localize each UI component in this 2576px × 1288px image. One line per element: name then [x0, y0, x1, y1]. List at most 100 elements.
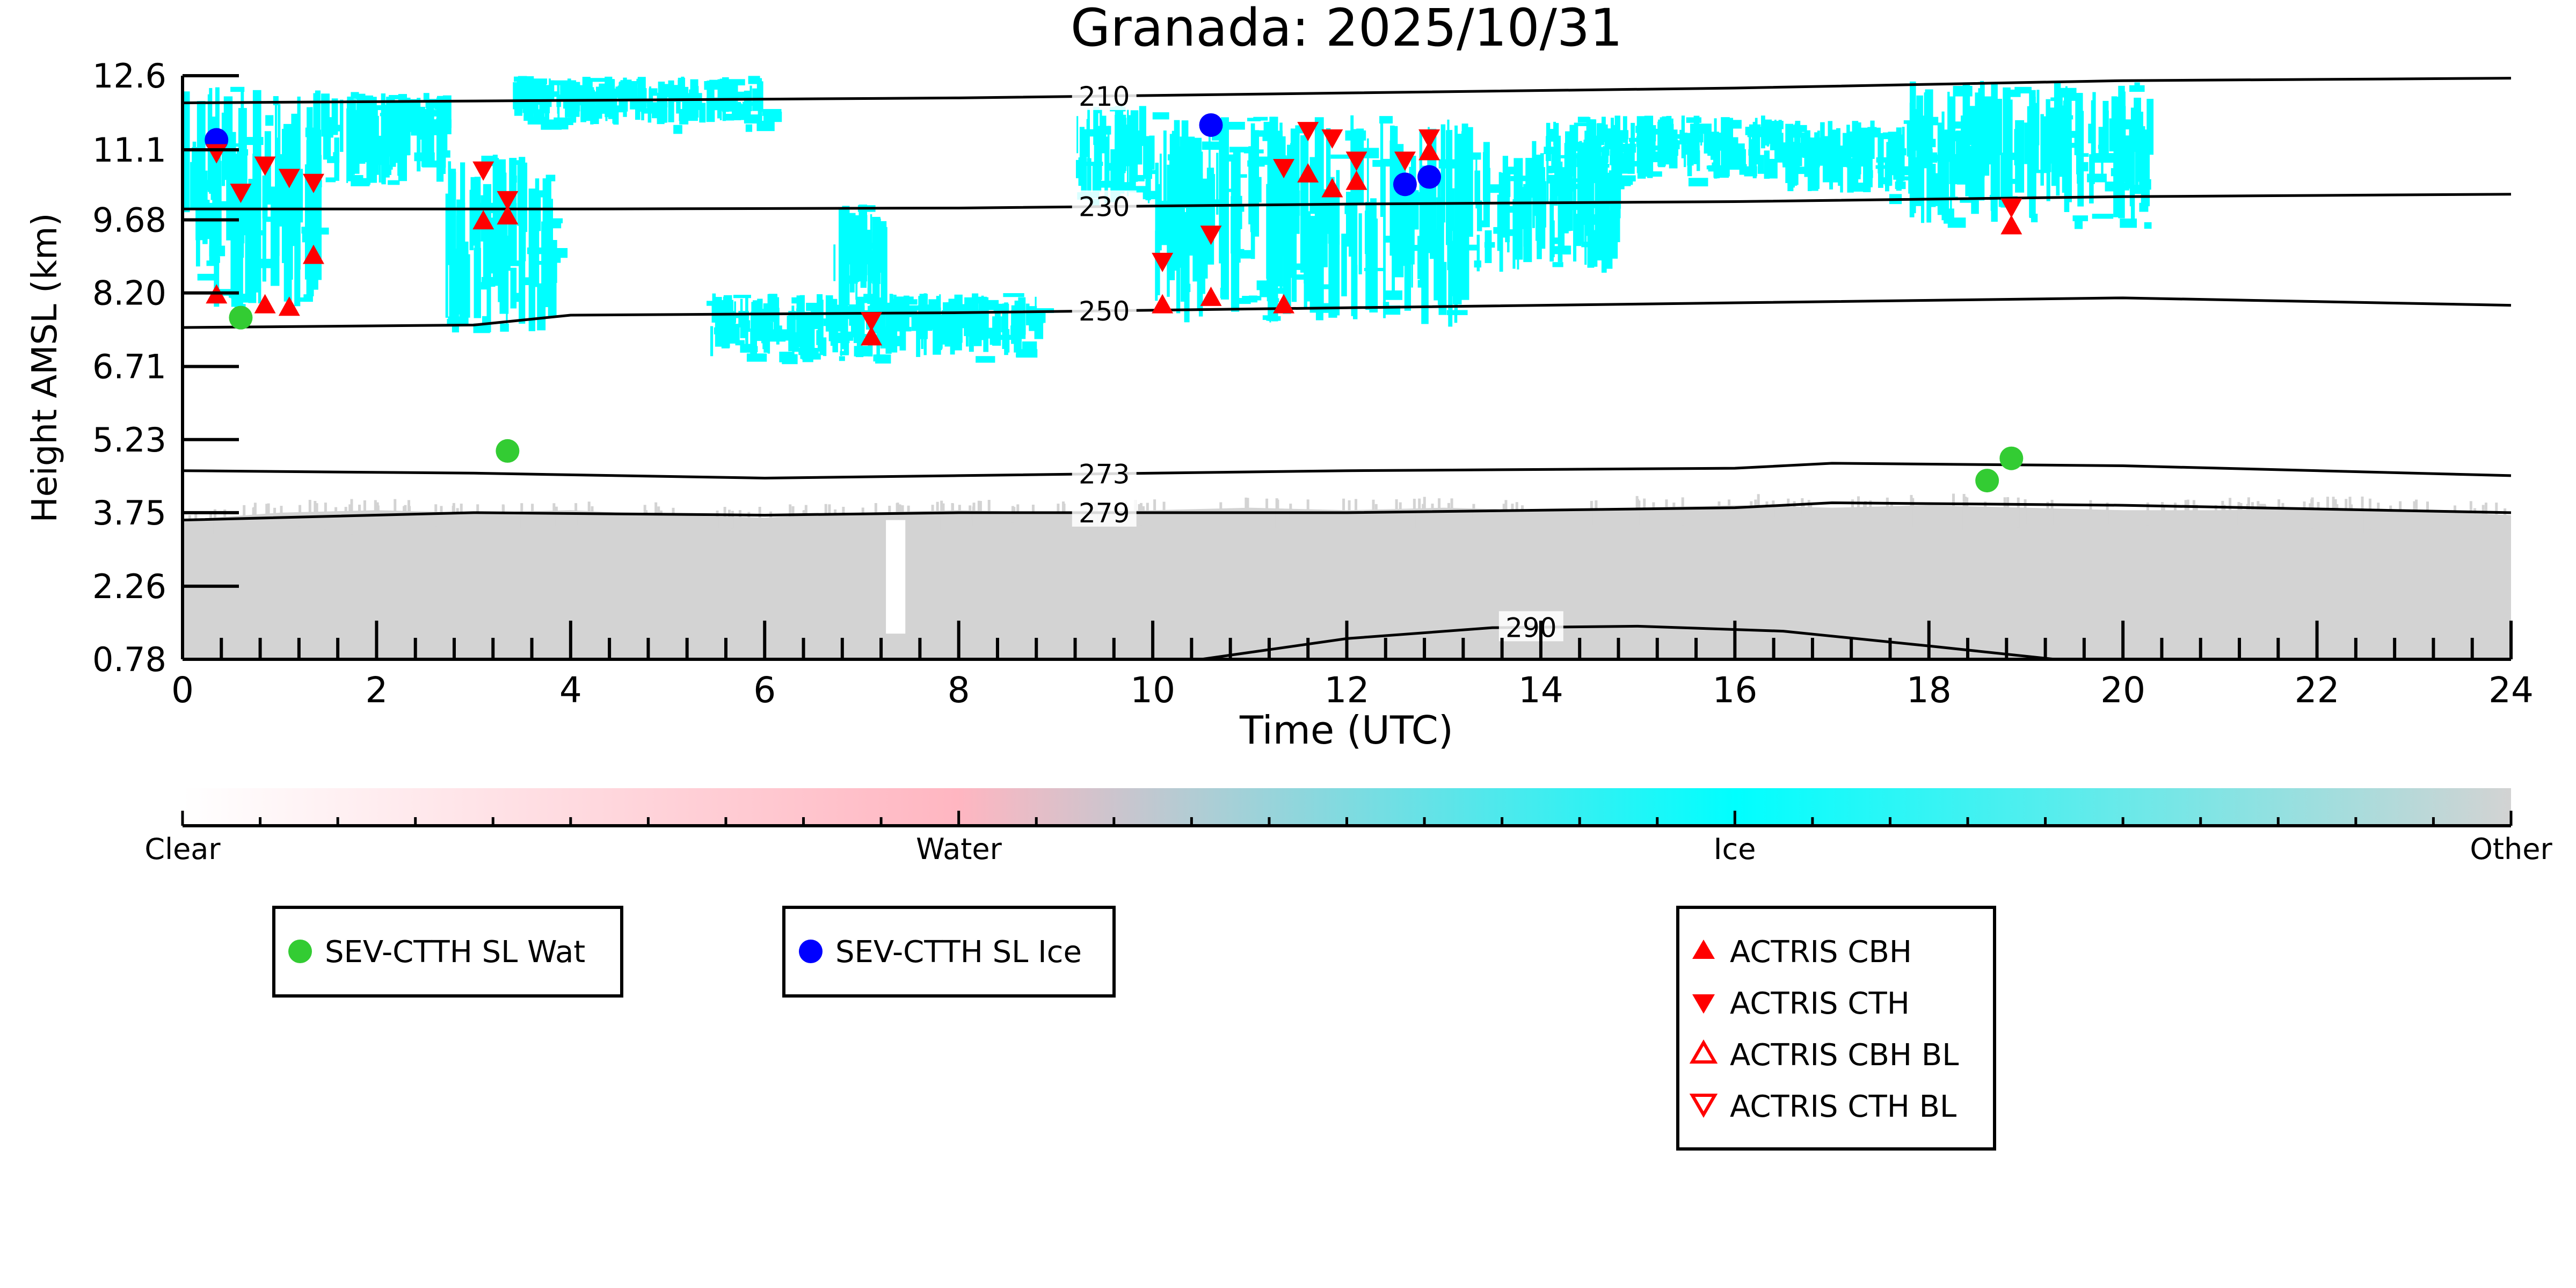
ice-strand	[1642, 123, 1648, 144]
ice-patch	[1313, 221, 1325, 231]
ice-patch	[743, 101, 759, 106]
ice-patch	[1606, 248, 1618, 252]
ice-strand	[348, 133, 353, 180]
contour-label-279: 279	[1079, 498, 1130, 529]
ice-strand	[1614, 115, 1620, 143]
ice-strand	[1583, 140, 1587, 154]
legend-sev-water: SEV-CTTH SL Wat	[272, 906, 623, 998]
ice-strand	[758, 96, 761, 105]
other-texture	[2162, 506, 2165, 518]
ice-patch	[1364, 267, 1385, 272]
ice-patch	[1960, 199, 1975, 203]
actris-cth-marker	[1418, 129, 1440, 149]
other-texture	[1681, 497, 1684, 526]
ice-patch	[1825, 158, 1834, 168]
ice-patch	[422, 160, 440, 168]
other-texture	[1139, 503, 1143, 526]
ice-patch	[1787, 147, 1796, 152]
actris-cth-marker	[1394, 151, 1416, 171]
other-texture	[1355, 499, 1358, 532]
ice-patch	[2129, 85, 2145, 92]
ice-strand	[1025, 303, 1030, 325]
ice-patch	[558, 124, 569, 130]
ice-patch	[229, 143, 246, 147]
ice-strand	[1078, 157, 1083, 186]
ice-patch	[1226, 154, 1235, 162]
ice-strand	[799, 295, 805, 322]
ice-patch	[745, 124, 753, 132]
ice-patch	[748, 76, 760, 84]
ice-patch	[1953, 85, 1973, 97]
ice-patch	[1243, 149, 1264, 154]
ice-patch	[2144, 222, 2152, 229]
ice-patch	[852, 317, 861, 325]
ice-patch	[1239, 174, 1247, 178]
ice-patch	[1382, 302, 1389, 309]
ice-patch	[1152, 112, 1169, 120]
ice-strand	[1476, 235, 1480, 272]
ice-patch	[1748, 170, 1756, 176]
ice-strand	[638, 77, 643, 106]
ice-patch	[1878, 177, 1891, 185]
ice-patch	[1003, 293, 1024, 297]
ice-strand	[1290, 143, 1294, 278]
ice-patch	[389, 94, 399, 99]
ice-patch	[1592, 135, 1608, 141]
other-texture	[1423, 497, 1426, 532]
ice-patch	[1642, 171, 1662, 177]
x-tick-label: 6	[753, 670, 776, 711]
ice-patch	[2120, 219, 2137, 228]
ice-strand	[183, 91, 190, 213]
ice-patch	[351, 92, 359, 99]
ice-patch	[1723, 150, 1742, 158]
ice-patch	[455, 301, 464, 309]
ice-patch	[799, 319, 811, 324]
ice-strand	[608, 85, 612, 106]
ice-strand	[227, 147, 230, 200]
ice-patch	[976, 356, 995, 363]
ice-strand	[522, 162, 528, 232]
actris-cbh-marker	[861, 326, 883, 346]
other-texture	[2195, 505, 2198, 521]
ice-patch	[2069, 142, 2075, 148]
actris-cbh-marker	[1321, 178, 1343, 198]
ice-strand	[965, 314, 969, 347]
other-texture	[1793, 501, 1796, 518]
other-texture	[2146, 502, 2149, 526]
colorbar-label-other: Other	[2470, 832, 2552, 866]
other-texture	[1886, 499, 1889, 521]
other-texture	[1515, 502, 1518, 525]
ice-strand	[717, 106, 721, 119]
ice-strand	[2051, 119, 2057, 186]
ice-patch	[1645, 115, 1652, 121]
ice-strand	[1392, 126, 1398, 210]
other-texture	[2174, 503, 2177, 526]
ice-patch	[1576, 214, 1597, 225]
other-texture	[334, 507, 338, 520]
ice-patch	[1461, 139, 1473, 149]
sev-ctth-sl-ice-marker	[1393, 172, 1417, 197]
ice-patch	[1581, 242, 1588, 248]
other-texture	[672, 507, 675, 530]
actris-cbh-marker	[254, 294, 276, 314]
ice-strand	[299, 169, 303, 223]
other-texture	[791, 506, 795, 536]
other-texture	[1802, 503, 1805, 515]
ice-patch	[527, 117, 549, 125]
ice-patch	[2062, 115, 2073, 120]
ice-strand	[1778, 120, 1782, 160]
ice-patch	[1116, 182, 1134, 192]
ice-patch	[836, 332, 850, 344]
ice-strand	[1951, 153, 1955, 199]
other-texture	[2003, 497, 2006, 527]
ice-patch	[1838, 161, 1849, 165]
ice-patch	[1453, 286, 1466, 292]
ice-strand	[1774, 121, 1779, 156]
ice-strand	[1273, 237, 1276, 316]
ice-strand	[651, 88, 658, 96]
other-texture	[1011, 506, 1014, 523]
ice-patch	[265, 115, 274, 126]
ice-patch	[2076, 162, 2089, 172]
actris-cth-marker	[1200, 225, 1222, 245]
ice-patch	[1920, 139, 1936, 148]
